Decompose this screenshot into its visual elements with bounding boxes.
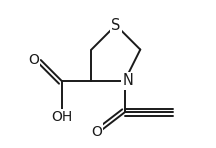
Text: N: N [123, 73, 133, 89]
Text: S: S [111, 18, 121, 33]
Text: O: O [91, 125, 102, 139]
Text: O: O [28, 53, 39, 67]
Text: OH: OH [51, 110, 72, 124]
